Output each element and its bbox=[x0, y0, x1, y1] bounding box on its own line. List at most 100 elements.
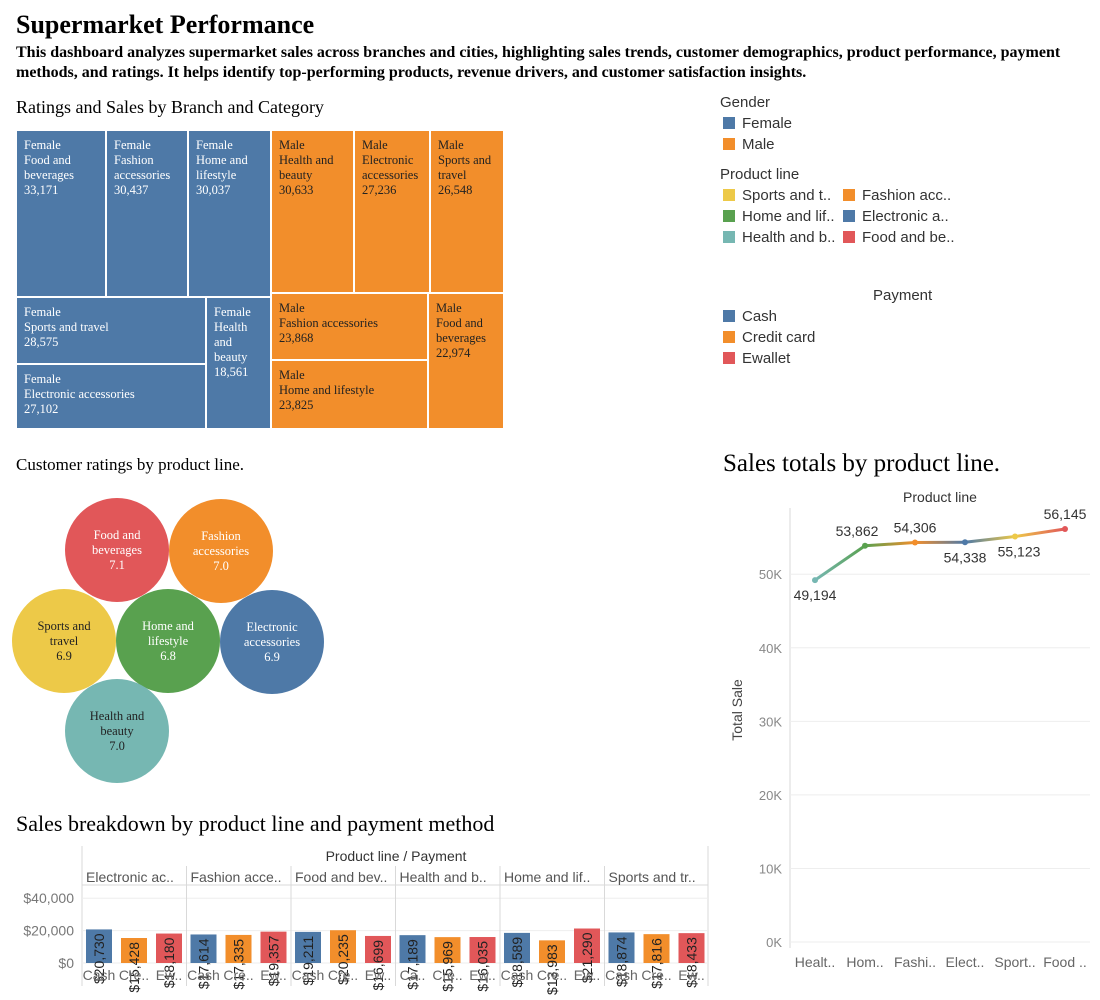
line-chart-y-tick: 10K bbox=[759, 861, 782, 876]
bar-value-label: $17,614 bbox=[196, 938, 212, 989]
payment-legend-item[interactable]: Cash bbox=[723, 306, 815, 327]
product-line-legend-label: Sports and t.. bbox=[742, 187, 832, 204]
product-line-legend-title: Product line bbox=[720, 166, 800, 183]
gender-legend-item[interactable]: Female bbox=[723, 113, 792, 134]
bar-chart-x-tick: Ew.. bbox=[678, 967, 704, 983]
bubble-name-label: Sports and travel bbox=[37, 618, 91, 648]
bubble-rating-label: 7.1 bbox=[109, 557, 125, 572]
bar-value-label: $19,211 bbox=[300, 936, 316, 986]
bubble-name-label: Fashion accessories bbox=[192, 528, 250, 558]
bar bbox=[574, 928, 600, 963]
treemap-category-label: Electronic accessories bbox=[362, 153, 419, 182]
bubble-name-label: Food and beverages bbox=[92, 527, 142, 557]
treemap-value-label: 33,171 bbox=[24, 183, 59, 197]
product-line-legend-label: Food and be.. bbox=[862, 229, 955, 246]
bar-chart-x-tick: Ca.. bbox=[400, 967, 426, 983]
line-point-label: 55,123 bbox=[998, 544, 1041, 560]
treemap-category-label: Home and lifestyle bbox=[196, 153, 248, 182]
line-series-segment bbox=[814, 544, 866, 582]
line-chart-x-tick: Elect.. bbox=[946, 954, 985, 970]
treemap-cell[interactable]: Female Home and lifestyle 30,037 bbox=[188, 130, 271, 297]
product-line-legend-label: Home and lif.. bbox=[742, 208, 835, 225]
line-point bbox=[962, 539, 968, 546]
line-chart-y-tick: 20K bbox=[759, 788, 782, 803]
payment-legend-swatch bbox=[723, 352, 735, 364]
line-point bbox=[1012, 533, 1018, 540]
product-line-legend-item[interactable]: Food and be.. bbox=[843, 227, 973, 248]
bar-chart-x-tick: Ew.. bbox=[365, 967, 391, 983]
bar-chart-x-tick: Cre.. bbox=[223, 967, 253, 983]
treemap-cell[interactable]: Female Sports and travel 28,575 bbox=[16, 297, 206, 364]
treemap-category-label: Electronic accessories bbox=[24, 387, 135, 401]
product-line-legend-label: Fashion acc.. bbox=[862, 187, 952, 204]
treemap-cell[interactable]: Male Fashion accessories 23,868 bbox=[271, 293, 428, 360]
bubble[interactable]: Electronic accessories 6.9 bbox=[220, 590, 324, 694]
bar-value-label: $18,433 bbox=[684, 937, 700, 988]
payment-legend-item[interactable]: Ewallet bbox=[723, 348, 815, 369]
bar-chart-x-tick: Cash bbox=[187, 967, 220, 983]
payment-legend-swatch bbox=[723, 331, 735, 343]
bar bbox=[156, 933, 182, 963]
product-line-legend-item[interactable]: Electronic a.. bbox=[843, 206, 973, 227]
bubble[interactable]: Fashion accessories 7.0 bbox=[169, 499, 273, 603]
product-line-legend-label: Health and b.. bbox=[742, 229, 836, 246]
treemap-cell[interactable]: Male Electronic accessories 27,236 bbox=[354, 130, 430, 293]
product-line-legend-item[interactable]: Health and b.. bbox=[723, 227, 843, 248]
bubble[interactable]: Home and lifestyle 6.8 bbox=[116, 589, 220, 693]
bubble[interactable]: Health and beauty 7.0 bbox=[65, 679, 169, 783]
bubble-rating-label: 7.0 bbox=[213, 558, 229, 573]
product-line-legend-item[interactable]: Home and lif.. bbox=[723, 206, 843, 227]
bar-chart-group-label: Health and b.. bbox=[400, 869, 487, 885]
bar-chart-x-tick: Ew.. bbox=[156, 967, 182, 983]
bubble-name-label: Home and lifestyle bbox=[142, 618, 194, 648]
treemap-gender-label: Male bbox=[279, 368, 305, 382]
bubble[interactable]: Food and beverages 7.1 bbox=[65, 498, 169, 602]
treemap-value-label: 30,437 bbox=[114, 183, 149, 197]
line-chart-y-tick: 50K bbox=[759, 567, 782, 582]
treemap-cell[interactable]: Female Health and beauty 18,561 bbox=[206, 297, 271, 429]
bar-chart-title: Sales breakdown by product line and paym… bbox=[16, 811, 495, 836]
treemap-cell[interactable]: Male Sports and travel 26,548 bbox=[430, 130, 504, 293]
treemap-cell[interactable]: Male Health and beauty 30,633 bbox=[271, 130, 354, 293]
payment-legend-title: Payment bbox=[873, 287, 932, 304]
treemap-cell[interactable]: Male Home and lifestyle 23,825 bbox=[271, 360, 428, 429]
treemap-cell[interactable]: Female Electronic accessories 27,102 bbox=[16, 364, 206, 429]
bar-chart-x-tick: Cre.. bbox=[641, 967, 671, 983]
treemap-cell[interactable]: Male Food and beverages 22,974 bbox=[428, 293, 504, 429]
payment-legend-label: Credit card bbox=[742, 329, 816, 346]
gender-legend: Gender Female Male bbox=[720, 94, 792, 155]
bar bbox=[539, 940, 565, 963]
line-chart-header: Product line bbox=[903, 489, 977, 505]
product-line-legend-item[interactable]: Sports and t.. bbox=[723, 185, 843, 206]
treemap-gender-label: Female bbox=[114, 138, 151, 152]
payment-legend-item[interactable]: Credit card bbox=[723, 327, 815, 348]
bar-value-label: $21,290 bbox=[579, 932, 595, 983]
treemap-value-label: 27,102 bbox=[24, 402, 59, 416]
treemap-cell[interactable]: Female Fashion accessories 30,437 bbox=[106, 130, 188, 297]
treemap-gender-label: Female bbox=[24, 305, 61, 319]
bubble[interactable]: Sports and travel 6.9 bbox=[12, 589, 116, 693]
bubble-rating-label: 6.9 bbox=[56, 648, 72, 663]
treemap-cell[interactable]: Female Food and beverages 33,171 bbox=[16, 130, 106, 297]
bar-chart-y-tick: $20,000 bbox=[23, 923, 74, 939]
line-series-segment bbox=[964, 535, 1016, 544]
bar-chart-x-tick: Ew.. bbox=[469, 967, 495, 983]
treemap-category-label: Health and beauty bbox=[279, 153, 334, 182]
treemap-gender-label: Male bbox=[438, 138, 464, 152]
bar-chart-x-tick: Cash bbox=[501, 967, 534, 983]
bar-value-label: $13,983 bbox=[544, 944, 560, 995]
bar-chart-y-tick: $40,000 bbox=[23, 890, 74, 906]
line-chart-x-tick: Sport.. bbox=[994, 954, 1035, 970]
treemap-value-label: 27,236 bbox=[362, 183, 397, 197]
treemap-gender-label: Male bbox=[362, 138, 388, 152]
treemap-value-label: 23,868 bbox=[279, 331, 314, 345]
gender-legend-item[interactable]: Male bbox=[723, 134, 792, 155]
bar bbox=[260, 931, 287, 963]
treemap-category-label: Fashion accessories bbox=[114, 153, 171, 182]
bar bbox=[678, 933, 705, 963]
bar bbox=[469, 937, 496, 963]
bubble-chart-title: Customer ratings by product line. bbox=[16, 455, 245, 474]
treemap-title: Ratings and Sales by Branch and Category bbox=[16, 97, 324, 117]
product-line-legend-item[interactable]: Fashion acc.. bbox=[843, 185, 973, 206]
bubble-chart: Food and beverages 7.1 Fashion accessories… bbox=[0, 490, 340, 790]
